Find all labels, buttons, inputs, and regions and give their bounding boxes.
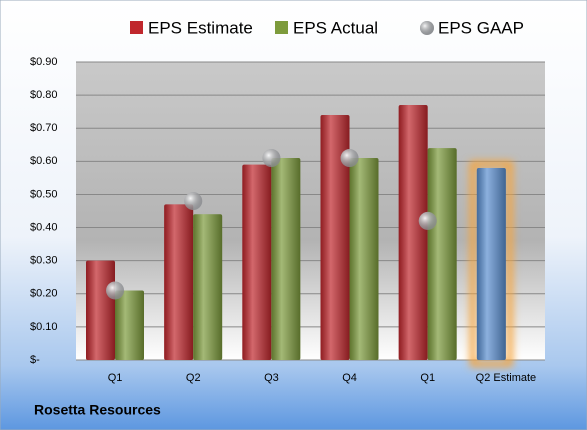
x-tick-label: Q4 xyxy=(342,372,357,384)
gaap-marker-shine xyxy=(340,149,359,168)
x-tick-label: Q2 xyxy=(186,372,201,384)
bar-shine xyxy=(398,105,428,361)
gaap-marker-shine xyxy=(184,192,203,211)
chart-title: Rosetta Resources xyxy=(34,402,161,418)
y-tick-label: $0.10 xyxy=(30,321,58,333)
bar-shine xyxy=(115,290,144,360)
legend-marker-shine xyxy=(420,21,434,35)
legend-label: EPS Estimate xyxy=(148,18,253,37)
bar-shine xyxy=(427,148,457,360)
y-tick-label: $0.20 xyxy=(30,288,58,300)
y-tick-label: $0.60 xyxy=(30,155,58,167)
legend-marker xyxy=(130,21,143,34)
plot-area xyxy=(76,62,545,360)
gaap-marker-shine xyxy=(418,211,437,230)
gaap-marker-shine xyxy=(262,149,281,168)
bar-shine xyxy=(164,204,194,360)
y-tick-label: $0.50 xyxy=(30,188,58,200)
x-tick-label: Q1 xyxy=(108,372,123,384)
y-tick-label: $0.40 xyxy=(30,221,58,233)
legend-label: EPS Actual xyxy=(293,18,378,37)
x-tick-label: Q3 xyxy=(264,372,279,384)
y-tick-label: $0.90 xyxy=(30,56,58,68)
bar-shine xyxy=(242,164,272,360)
y-tick-label: $0.30 xyxy=(30,255,58,267)
y-tick-label: $- xyxy=(30,354,40,366)
x-tick-label: Q2 Estimate xyxy=(476,372,537,384)
bar-shine xyxy=(193,214,223,360)
bar-shine xyxy=(271,158,301,360)
gaap-marker-shine xyxy=(106,281,125,300)
highlight-glow xyxy=(469,160,513,367)
x-tick-label: Q1 xyxy=(420,372,435,384)
bar-shine xyxy=(476,167,506,360)
bar-shine xyxy=(349,158,379,360)
bar-shine xyxy=(86,260,115,360)
legend-marker xyxy=(275,21,288,34)
y-tick-label: $0.70 xyxy=(30,122,58,134)
legend-label: EPS GAAP xyxy=(438,18,524,37)
bar-shine xyxy=(320,114,350,360)
y-tick-label: $0.80 xyxy=(30,89,58,101)
